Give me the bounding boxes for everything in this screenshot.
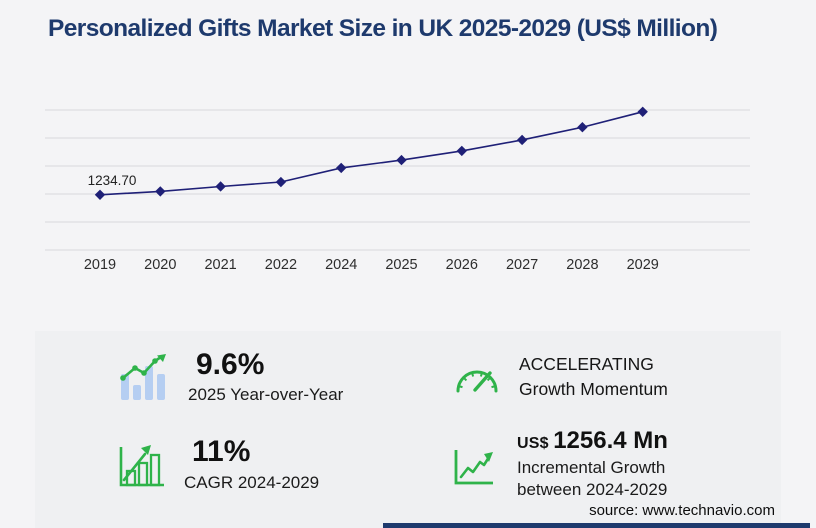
incremental-value-line: US$ 1256.4 Mn: [517, 428, 668, 454]
svg-text:2027: 2027: [506, 257, 538, 273]
incremental-label-line1: Incremental Growth: [517, 457, 666, 477]
incremental-label-line2: between 2024-2029: [517, 479, 668, 499]
svg-text:2028: 2028: [566, 257, 598, 273]
stat-yoy-growth: 9.6% 2025 Year-over-Year: [35, 331, 408, 423]
stat-cagr: 11% CAGR 2024-2029: [35, 423, 408, 528]
source-attribution: source: www.technavio.com: [589, 502, 775, 519]
bar-growth-icon: [118, 442, 166, 488]
momentum-status: ACCELERATING: [519, 353, 654, 374]
stat-growth-momentum: ACCELERATING Growth Momentum: [408, 331, 781, 423]
bottom-accent-bar: [383, 523, 810, 528]
gauge-icon: [453, 358, 501, 396]
svg-text:2022: 2022: [265, 257, 297, 273]
cagr-label: CAGR 2024-2029: [184, 472, 320, 492]
page-title: Personalized Gifts Market Size in UK 202…: [48, 15, 718, 42]
line-growth-icon: [453, 444, 499, 486]
svg-text:2029: 2029: [627, 257, 659, 273]
yoy-value: 9.6%: [196, 347, 265, 381]
currency-prefix: US$: [517, 435, 549, 453]
svg-text:2021: 2021: [204, 257, 236, 273]
stat-incremental-growth: US$ 1256.4 Mn Incremental Growth between…: [408, 423, 781, 528]
line-chart-svg: 2019 1234.70 2020 2021 2022 2024 2025 2026 2027 2…: [45, 106, 750, 273]
yoy-label: 2025 Year-over-Year: [188, 385, 344, 405]
market-size-line-chart: 2019 1234.70 2020 2021 2022 2024 2025 2026 2027 2…: [0, 88, 816, 283]
svg-text:2026: 2026: [446, 257, 478, 273]
svg-text:1234.70: 1234.70: [88, 173, 137, 188]
cagr-value: 11%: [192, 435, 251, 469]
svg-text:2025: 2025: [385, 257, 417, 273]
stats-panel: 9.6% 2025 Year-over-Year ACCELERATING Gr…: [35, 331, 781, 528]
svg-text:2020: 2020: [144, 257, 176, 273]
bar-trend-icon: [118, 354, 170, 400]
svg-text:2024: 2024: [325, 257, 357, 273]
momentum-label: Growth Momentum: [519, 379, 668, 399]
incremental-value: 1256.4 Mn: [553, 427, 668, 455]
svg-text:2019: 2019: [84, 257, 116, 273]
